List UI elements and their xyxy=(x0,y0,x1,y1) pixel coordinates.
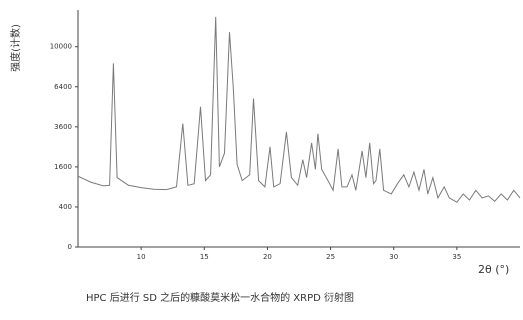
x-tick-label: 30 xyxy=(389,253,398,261)
y-tick-label: 10000 xyxy=(50,43,72,51)
y-tick-label: 0 xyxy=(68,243,72,251)
x-tick-label: 20 xyxy=(263,253,272,261)
x-tick-label: 35 xyxy=(452,253,461,261)
x-tick-label: 25 xyxy=(326,253,335,261)
y-axis-label: 强度(计数) xyxy=(9,24,22,72)
caption: HPC 后进行 SD 之后的糠酸莫米松一水合物的 XRPD 衍射图 xyxy=(86,291,354,304)
x-tick-label: 15 xyxy=(200,253,209,261)
x-axis-label: 2θ (°) xyxy=(478,263,509,276)
y-tick-label: 400 xyxy=(59,203,72,211)
data-line xyxy=(77,16,521,203)
y-tick-label: 6400 xyxy=(54,83,72,91)
y-tick-label: 1600 xyxy=(54,163,72,171)
x-tick-label: 10 xyxy=(137,253,146,261)
y-tick-label: 3600 xyxy=(54,123,72,131)
